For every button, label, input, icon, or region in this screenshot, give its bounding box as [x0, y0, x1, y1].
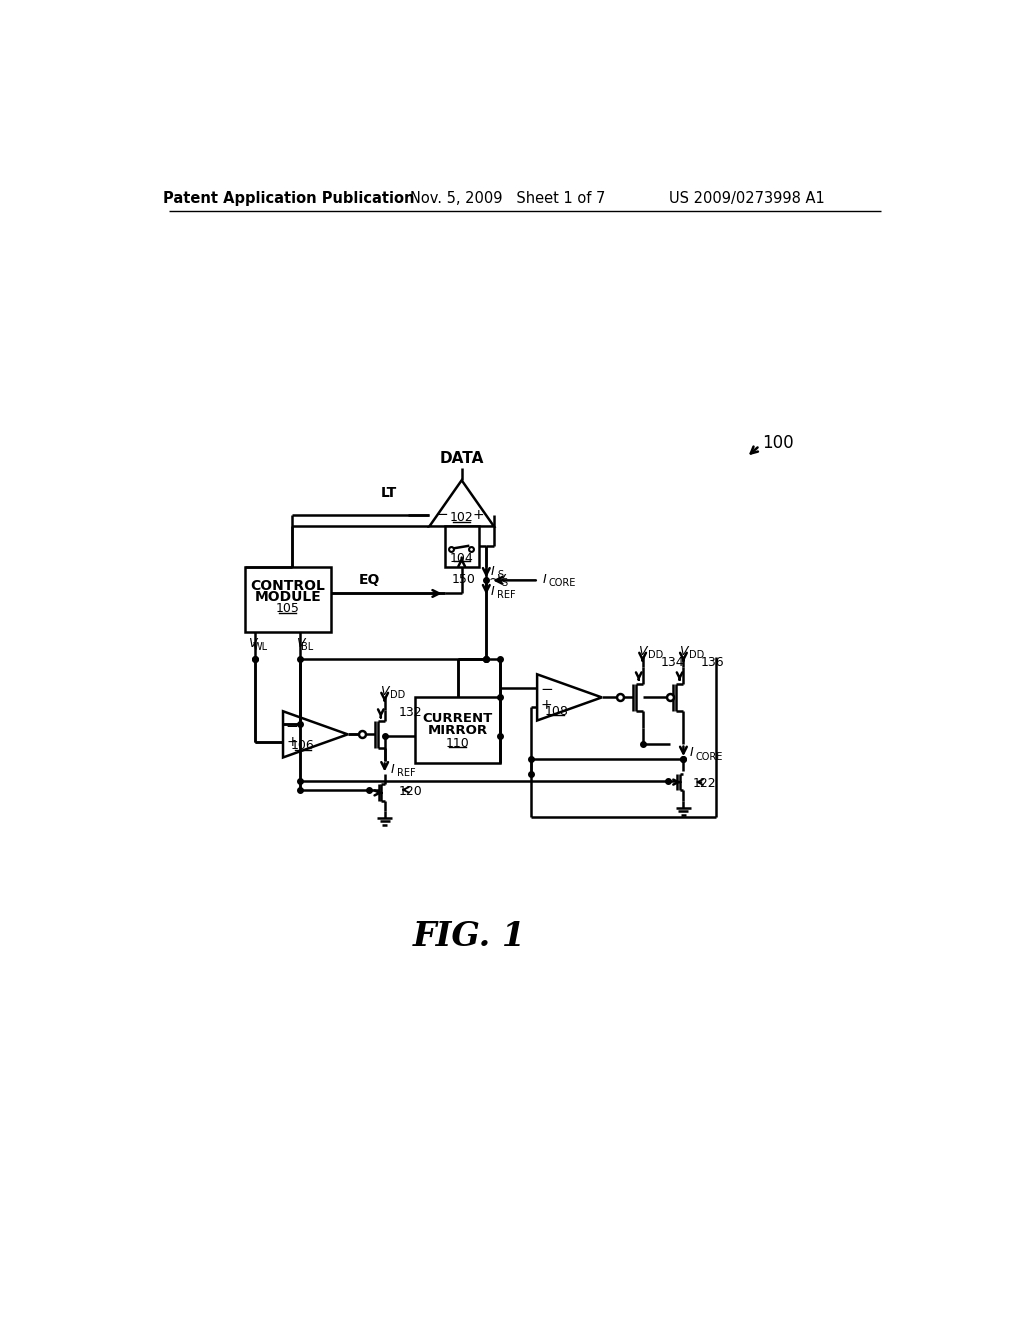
Text: I: I: [543, 573, 546, 586]
Text: MODULE: MODULE: [254, 590, 321, 605]
Text: BL: BL: [301, 643, 313, 652]
Text: DD: DD: [689, 649, 705, 660]
Text: I: I: [490, 565, 495, 578]
Text: CORE: CORE: [549, 578, 577, 589]
Text: WL: WL: [253, 643, 268, 652]
Text: Patent Application Publication: Patent Application Publication: [163, 191, 414, 206]
Text: ~: ~: [488, 573, 501, 586]
Text: S: S: [497, 570, 503, 579]
Text: CORE: CORE: [695, 751, 723, 762]
Text: V: V: [248, 638, 256, 649]
Text: DD: DD: [648, 649, 664, 660]
Text: US 2009/0273998 A1: US 2009/0273998 A1: [669, 191, 824, 206]
Text: EQ: EQ: [358, 573, 380, 587]
Text: +: +: [287, 735, 298, 748]
Text: 150: 150: [452, 573, 475, 586]
Text: DD: DD: [390, 690, 406, 700]
Polygon shape: [538, 675, 602, 721]
Text: −: −: [435, 507, 449, 523]
Text: −: −: [286, 719, 299, 734]
Text: MIRROR: MIRROR: [428, 723, 487, 737]
Text: 104: 104: [450, 552, 473, 565]
Text: +: +: [473, 508, 484, 521]
Text: 110: 110: [445, 737, 470, 750]
Bar: [245, 566, 331, 632]
Text: 122: 122: [692, 777, 716, 791]
Text: FIG. 1: FIG. 1: [413, 920, 526, 953]
Text: I: I: [391, 763, 394, 776]
Text: 108: 108: [545, 705, 568, 718]
Text: −: −: [540, 682, 553, 697]
Text: REF: REF: [397, 768, 416, 777]
Text: S: S: [502, 578, 508, 589]
Text: V: V: [380, 685, 389, 698]
Text: V: V: [497, 573, 505, 586]
Text: LT: LT: [380, 486, 396, 500]
Text: CONTROL: CONTROL: [250, 578, 325, 593]
Text: 134: 134: [660, 656, 684, 669]
Text: V: V: [679, 644, 688, 657]
Bar: [444, 527, 478, 566]
Text: I: I: [689, 746, 693, 759]
Text: V: V: [296, 638, 304, 649]
Text: 105: 105: [275, 602, 300, 615]
Text: CURRENT: CURRENT: [423, 713, 493, 726]
Text: REF: REF: [497, 590, 516, 601]
Polygon shape: [429, 480, 494, 527]
Text: 120: 120: [398, 785, 422, 797]
Text: DATA: DATA: [439, 451, 484, 466]
Text: 100: 100: [762, 434, 794, 453]
Text: 136: 136: [700, 656, 724, 669]
Text: 102: 102: [450, 511, 473, 524]
Text: 106: 106: [291, 739, 315, 752]
Text: +: +: [541, 698, 552, 711]
Text: Nov. 5, 2009   Sheet 1 of 7: Nov. 5, 2009 Sheet 1 of 7: [411, 191, 605, 206]
Polygon shape: [283, 711, 348, 758]
Text: 132: 132: [398, 706, 422, 719]
Text: V: V: [638, 644, 647, 657]
Text: I: I: [490, 585, 495, 598]
Bar: [416, 697, 500, 763]
